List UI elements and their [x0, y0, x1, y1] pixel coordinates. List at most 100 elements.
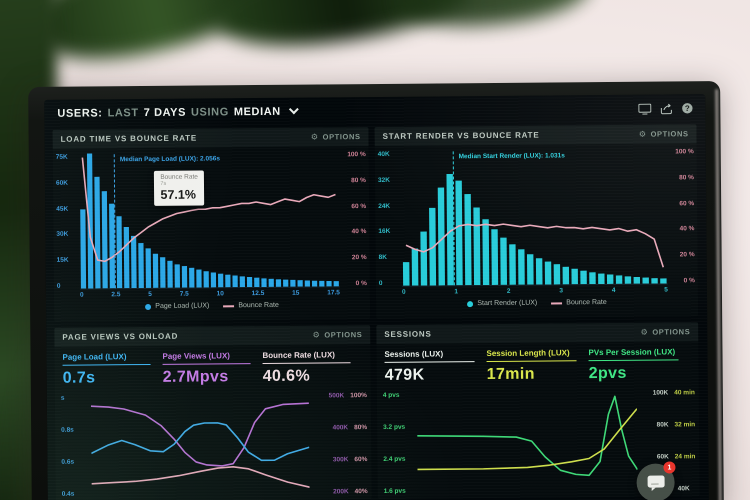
monitor-icon[interactable]: [638, 103, 652, 115]
histogram-bar[interactable]: [509, 244, 516, 285]
load-time-plot[interactable]: Median Page Load (LUX): 2.056s Bounce Ra…: [78, 151, 340, 290]
histogram-bar[interactable]: [268, 278, 274, 287]
histogram-bar[interactable]: [333, 281, 339, 287]
legend-page-load[interactable]: Page Load (LUX): [145, 302, 209, 310]
histogram-bar[interactable]: [246, 276, 253, 288]
metric-session-length[interactable]: Session Length (LUX) 17min: [486, 348, 577, 384]
metric-sessions[interactable]: Sessions (LUX) 479K: [384, 349, 475, 385]
histogram-bar[interactable]: [518, 249, 525, 285]
histogram-bar[interactable]: [624, 276, 632, 284]
histogram-bar[interactable]: [544, 261, 552, 285]
histogram-bar[interactable]: [145, 248, 152, 289]
histogram-bar[interactable]: [101, 191, 108, 289]
start-render-plot[interactable]: Median Start Render (LUX): 1.031s: [400, 148, 668, 287]
histogram-bar[interactable]: [167, 260, 173, 288]
help-icon[interactable]: ?: [681, 102, 693, 114]
histogram-bar[interactable]: [254, 277, 260, 288]
bounce-rate-line: [406, 223, 663, 270]
histogram-bar[interactable]: [437, 187, 445, 286]
histogram-bar[interactable]: [526, 254, 534, 285]
histogram-bar[interactable]: [446, 173, 454, 286]
histogram-bar[interactable]: [553, 264, 561, 285]
histogram-bar[interactable]: [402, 262, 410, 286]
histogram-bar[interactable]: [304, 280, 310, 287]
histogram-bar[interactable]: [473, 207, 481, 286]
legend-start-render[interactable]: Start Render (LUX): [467, 300, 537, 308]
histogram-bar[interactable]: [411, 248, 419, 286]
options-button[interactable]: ⚙ OPTIONS: [641, 327, 691, 336]
y-tick: 80 %: [679, 174, 694, 182]
panel-sessions: SESSIONS ⚙ OPTIONS Sessions (LUX) 479K S…: [376, 322, 700, 499]
histogram-bar[interactable]: [275, 279, 282, 287]
histogram-bar[interactable]: [297, 280, 303, 287]
histogram-bar[interactable]: [420, 231, 428, 286]
histogram-bar[interactable]: [174, 264, 180, 288]
x-tick: 2: [506, 287, 511, 295]
histogram-bar[interactable]: [615, 275, 623, 284]
metric-bounce-rate[interactable]: Bounce Rate (LUX) 40.6%: [262, 350, 351, 386]
histogram-bar[interactable]: [580, 270, 587, 285]
histogram-bar[interactable]: [160, 257, 166, 288]
metric-pvs-per-session[interactable]: PVs Per Session (LUX) 2pvs: [588, 347, 679, 383]
histogram-bar[interactable]: [319, 280, 325, 287]
histogram-bar[interactable]: [606, 274, 614, 284]
options-button[interactable]: ⚙ OPTIONS: [639, 129, 689, 138]
histogram-bar[interactable]: [210, 272, 217, 288]
histogram-bar[interactable]: [290, 279, 296, 287]
chat-button[interactable]: 1: [636, 461, 676, 500]
histogram-bar[interactable]: [589, 272, 596, 285]
start-render-histogram[interactable]: [401, 148, 668, 286]
histogram-bar[interactable]: [283, 279, 289, 287]
histogram-bar[interactable]: [218, 273, 224, 288]
histogram-bar[interactable]: [130, 235, 137, 289]
x-tick: 2.5: [111, 291, 121, 299]
legend-bounce-rate[interactable]: Bounce Rate: [551, 299, 607, 306]
histogram-bar[interactable]: [203, 271, 209, 288]
page-views-line-chart[interactable]: [91, 391, 310, 498]
histogram-bar[interactable]: [181, 266, 188, 288]
histogram-bar[interactable]: [86, 153, 94, 289]
histogram-bar[interactable]: [455, 180, 463, 286]
metric-page-load[interactable]: Page Load (LUX) 0.7s: [62, 351, 151, 388]
histogram-bar[interactable]: [80, 209, 87, 289]
sessions-plot[interactable]: [417, 388, 638, 495]
options-button[interactable]: ⚙ OPTIONS: [313, 330, 363, 339]
page-views-plot[interactable]: [91, 391, 310, 498]
y-tick: 40 %: [351, 228, 367, 236]
histogram-bar[interactable]: [642, 277, 649, 284]
x-tick: 15: [292, 289, 300, 297]
histogram-bar[interactable]: [633, 276, 641, 284]
histogram-bar[interactable]: [232, 275, 238, 288]
histogram-bar[interactable]: [464, 194, 472, 286]
histogram-bar[interactable]: [239, 276, 245, 288]
histogram-bar[interactable]: [482, 219, 490, 286]
histogram-bar[interactable]: [311, 280, 318, 287]
histogram-bar[interactable]: [94, 176, 101, 289]
histogram-bar[interactable]: [571, 268, 578, 285]
legend-bounce-rate[interactable]: Bounce Rate: [223, 302, 279, 309]
share-icon[interactable]: [660, 103, 672, 114]
histogram-bar[interactable]: [562, 266, 570, 285]
y-tick: 3.2 pvs: [383, 423, 406, 431]
histogram-bar[interactable]: [123, 226, 130, 289]
histogram-bar[interactable]: [598, 273, 605, 285]
histogram-bar[interactable]: [189, 267, 195, 288]
histogram-bar[interactable]: [225, 274, 231, 288]
histogram-bar[interactable]: [500, 237, 508, 285]
histogram-bar[interactable]: [152, 253, 159, 288]
histogram-bar[interactable]: [491, 229, 499, 285]
load-time-histogram[interactable]: [79, 151, 340, 289]
histogram-bar[interactable]: [651, 278, 658, 284]
histogram-bar[interactable]: [535, 258, 543, 285]
y-tick: 300K: [332, 456, 349, 464]
histogram-bar[interactable]: [138, 243, 144, 289]
sessions-line-chart[interactable]: [417, 388, 638, 495]
histogram-bar[interactable]: [109, 203, 115, 289]
options-button[interactable]: ⚙ OPTIONS: [311, 132, 361, 141]
histogram-bar[interactable]: [196, 269, 202, 288]
metric-page-views[interactable]: Page Views (LUX) 2.7Mpvs: [162, 351, 251, 387]
histogram-bar[interactable]: [660, 278, 667, 284]
histogram-bar[interactable]: [261, 278, 267, 287]
histogram-bar[interactable]: [326, 280, 332, 287]
users-range-dropdown[interactable]: USERS: LAST 7 DAYS USING MEDIAN: [57, 103, 300, 120]
